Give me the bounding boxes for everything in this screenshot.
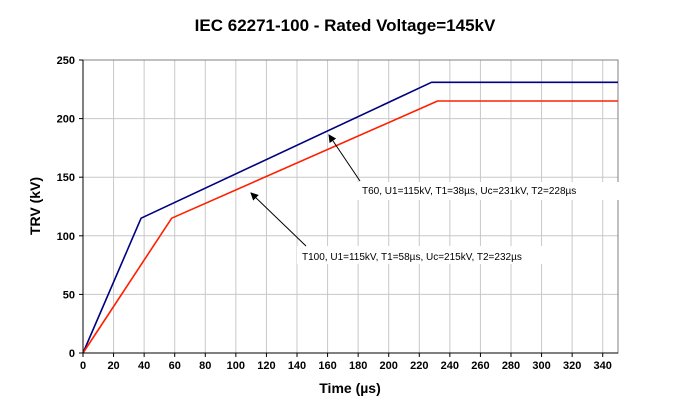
x-tick-label: 320 — [563, 360, 581, 372]
series-layer — [82, 81, 618, 354]
series-line-0 — [82, 81, 618, 354]
annotation-arrow — [328, 134, 361, 182]
plot-frame — [82, 59, 619, 354]
annotation-background — [297, 246, 569, 264]
x-tick-label: 340 — [594, 360, 612, 372]
y-tick-label: 150 — [57, 172, 75, 184]
annotation-background — [357, 182, 619, 200]
x-tick-label: 60 — [169, 360, 181, 372]
series-line-1 — [82, 100, 618, 354]
x-tick-label: 40 — [138, 360, 150, 372]
y-tick-label: 0 — [69, 348, 75, 360]
x-tick-label: 280 — [502, 360, 520, 372]
x-tick-label: 0 — [80, 360, 86, 372]
annotation-layer: T60, U1=115kV, T1=38µs, Uc=231kV, T2=228… — [250, 134, 619, 264]
y-tick-label: 200 — [57, 114, 75, 126]
y-axis-label: TRV (kV) — [27, 177, 43, 235]
chart-title: IEC 62271-100 - Rated Voltage=145kV — [195, 16, 496, 35]
x-tick-label: 300 — [532, 360, 550, 372]
x-tick-label: 160 — [318, 360, 336, 372]
x-tick-label: 20 — [107, 360, 119, 372]
annotation-arrow — [250, 192, 307, 247]
annotation-label: T100, U1=115kV, T1=58µs, Uc=215kV, T2=23… — [302, 252, 522, 263]
x-tick-label: 100 — [227, 360, 245, 372]
x-tick-label: 80 — [199, 360, 211, 372]
x-tick-label: 120 — [257, 360, 275, 372]
x-tick-label: 200 — [380, 360, 398, 372]
y-tick-label: 250 — [57, 55, 75, 67]
annotation-label: T60, U1=115kV, T1=38µs, Uc=231kV, T2=228… — [362, 186, 576, 197]
tick-labels: 0 20 40 60 80 100 120 140 160 180 200 220 240 260 280 3… — [57, 55, 618, 372]
x-tick-label: 260 — [471, 360, 489, 372]
y-tick-label: 50 — [63, 289, 75, 301]
x-tick-label: 180 — [349, 360, 367, 372]
grid — [82, 59, 618, 354]
x-tick-label: 240 — [441, 360, 459, 372]
y-tick-label: 100 — [57, 231, 75, 243]
x-axis-label: Time (µs) — [319, 380, 381, 396]
x-tick-label: 140 — [288, 360, 306, 372]
x-tick-label: 220 — [410, 360, 428, 372]
